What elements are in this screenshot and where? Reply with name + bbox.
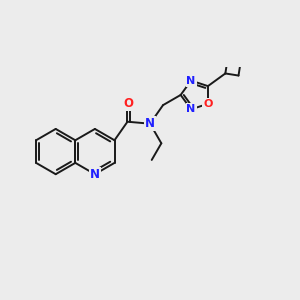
Text: O: O <box>203 99 213 109</box>
Text: O: O <box>124 97 134 110</box>
Text: N: N <box>186 76 196 85</box>
Text: N: N <box>186 104 196 114</box>
Text: N: N <box>145 117 155 130</box>
Text: N: N <box>90 168 100 181</box>
